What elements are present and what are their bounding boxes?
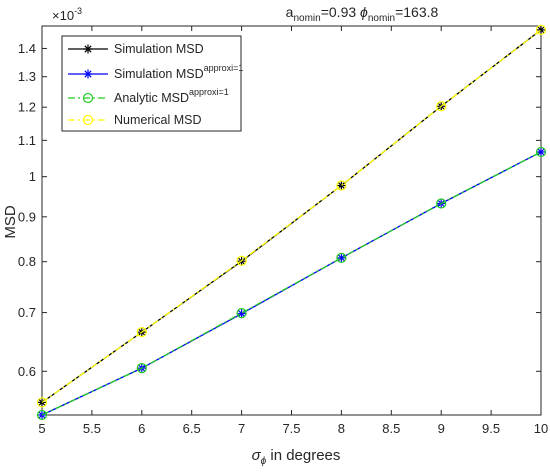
series-1-point [536,147,546,157]
legend-marker-glyph [83,44,93,54]
legend-entry-numerical-msd: Numerical MSD [68,113,202,127]
legend-marker-analytic-msd-approx [82,92,94,104]
y-tick-label: 0.8 [18,254,36,269]
y-tick-label: 0.7 [18,305,36,320]
series-3-line [41,29,542,403]
x-tick-label: 7.5 [282,421,300,436]
series-3-point [436,101,447,112]
legend-box [61,35,242,132]
x-tick-label: 9.5 [482,421,500,436]
legend: Simulation MSD Simulation MSDapproxi=1 A… [61,35,243,132]
series-3-point [136,327,147,338]
legend-marker-glyph [83,69,93,79]
series-3-point [36,397,48,408]
series-2-line [41,151,542,416]
series-2-point [336,252,347,264]
x-tick-label: 10 [534,421,548,436]
chart-title: anomin=0.93 ϕnomin=163.8 [286,4,439,24]
series-layer [36,24,547,421]
legend-label-numerical-msd: Numerical MSD [114,113,202,127]
legend-entry-analytic-msd-approx: Analytic MSDapproxi=1 [68,87,229,105]
x-axis-label: σϕ in degrees [252,447,341,467]
series-3-point [336,180,347,191]
series-3-point [535,24,547,35]
x-tick-label: 9 [438,421,445,436]
series-2-point [535,146,547,158]
series-3-point [236,255,247,266]
x-tick-label: 7 [238,421,245,436]
series-2-point [236,308,247,319]
legend-entry-simulation-msd: Simulation MSD [68,42,204,56]
legend-marker-glyph [82,114,94,126]
legend-label-analytic-msd-approx: Analytic MSDapproxi=1 [114,87,229,105]
y-tick-label: 0.9 [18,209,36,224]
series-1-point [336,253,346,263]
legend-marker-simulation-msd-approx [83,69,93,79]
y-axis-label: MSD [2,205,19,239]
series-1-line [41,151,542,416]
x-tick-label: 6 [138,421,145,436]
y-tick-label: 0.6 [18,364,36,379]
y-exponent-label: ×10-3 [52,6,82,23]
x-tick-label: 8.5 [382,421,400,436]
x-tick-label: 8 [338,421,345,436]
x-tick-label: 6.5 [183,421,201,436]
x-tick-label: 5.5 [83,421,101,436]
series-2-point [436,198,447,209]
legend-label-simulation-msd: Simulation MSD [114,42,204,56]
y-tick-label: 1.1 [18,133,36,148]
legend-label-simulation-msd-approx: Simulation MSDapproxi=1 [114,63,243,81]
x-tick-label: 5 [38,421,45,436]
y-tick-label: 1.3 [18,69,36,84]
y-tick-label: 1 [29,169,36,184]
axes: 5 5.5 6 6.5 7 7.5 8 8.5 9 9.5 10 0.6 0.7 0.8 0.9 1 1.1 1.… [18,25,548,436]
series-2-point [136,363,147,374]
series-2-point [36,409,48,421]
y-tick-label: 1.2 [18,100,36,115]
legend-marker-numerical-msd [82,114,94,126]
legend-marker-glyph [82,92,94,104]
legend-entry-simulation-msd-approx: Simulation MSDapproxi=1 [68,63,243,81]
y-tick-label: 1.4 [18,41,36,56]
legend-marker-simulation-msd [83,44,93,54]
